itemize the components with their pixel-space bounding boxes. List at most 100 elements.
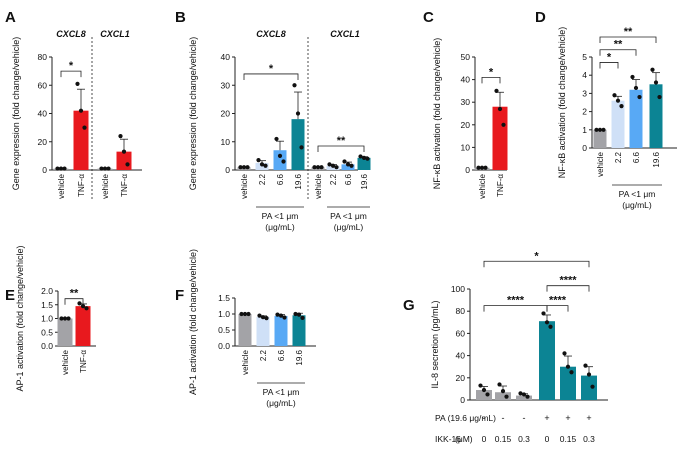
significance-label: ** <box>337 135 346 147</box>
data-point <box>242 311 248 317</box>
row-value-pa: - <box>502 413 505 423</box>
y-axis-label: AP-1 activation (fold change/vehicle) <box>188 249 198 395</box>
y-axis-label: Gene expression (fold change/vehicle) <box>11 37 21 191</box>
x-tick-label: 2.2 <box>614 151 623 163</box>
data-point <box>281 159 286 164</box>
x-group-unit: (μg/mL) <box>622 200 652 210</box>
y-tick-label: 60 <box>38 80 48 90</box>
panel-f: F 0.0 0.5 1.0 1.5 AP-1 activation (fold chang… <box>175 249 316 408</box>
y-tick-label: 20 <box>38 137 48 147</box>
significance-label: **** <box>559 275 577 287</box>
data-point <box>541 311 546 316</box>
data-point <box>594 127 599 132</box>
y-tick-label: 0.5 <box>218 325 230 335</box>
significance-label: **** <box>549 295 567 307</box>
bar <box>57 318 73 346</box>
row-value-pa: - <box>483 413 486 423</box>
x-tick-label: vehicle <box>596 151 605 176</box>
data-point <box>334 165 339 170</box>
data-point <box>597 127 603 132</box>
data-point <box>345 162 351 167</box>
group-label: CXCL1 <box>330 29 360 39</box>
x-group-unit: (μg/mL) <box>266 398 296 408</box>
data-point <box>55 166 60 171</box>
y-tick-label: 1.0 <box>41 314 53 324</box>
x-tick-label: 19.6 <box>295 349 304 365</box>
bar <box>75 306 91 346</box>
x-tick-label: TNF-α <box>77 174 86 197</box>
data-point <box>282 315 287 320</box>
data-point <box>241 165 247 170</box>
y-tick-label: 20 <box>461 120 471 130</box>
significance-label: * <box>534 250 539 262</box>
data-point <box>361 155 367 160</box>
x-tick-label: 2.2 <box>329 173 338 185</box>
panel-letter: B <box>175 9 186 26</box>
significance-bracket <box>481 76 501 84</box>
data-point <box>327 162 332 167</box>
data-point <box>102 166 108 171</box>
y-tick-label: 60 <box>456 328 466 338</box>
data-point <box>637 94 642 100</box>
significance-label: **** <box>507 295 525 307</box>
data-point <box>562 351 567 356</box>
x-tick-label: 6.6 <box>277 349 286 361</box>
data-point <box>257 313 262 318</box>
significance-bracket <box>60 70 82 78</box>
y-axis-label: NF-κB activation (fold change/vehicle) <box>432 38 442 190</box>
data-point <box>485 392 490 397</box>
significance-label: * <box>607 51 612 63</box>
data-point <box>99 166 104 171</box>
row-value-ikk: 0 <box>545 434 550 444</box>
x-tick-label: 19.6 <box>294 173 303 189</box>
panel-d: D 0 1 2 3 4 5 NF-κB activation (fold change/veh… <box>535 9 677 210</box>
data-point <box>358 154 363 159</box>
data-point <box>238 165 243 170</box>
bar <box>238 314 252 346</box>
data-point <box>239 311 244 317</box>
data-point <box>264 316 269 321</box>
significance-label: * <box>69 60 74 72</box>
bar <box>274 315 288 346</box>
panel-c: C 0 10 20 30 40 50 NF-κB activation (fold chang… <box>423 9 508 199</box>
group-label: CXCL8 <box>56 29 86 39</box>
data-point <box>630 74 635 80</box>
y-tick-label: 80 <box>456 306 466 316</box>
row-value-ikk: 0.15 <box>495 434 512 444</box>
y-tick-label: 0.0 <box>218 341 230 351</box>
data-point <box>246 311 251 317</box>
data-point <box>245 165 250 170</box>
data-point <box>259 162 265 167</box>
data-point <box>497 106 503 112</box>
data-point <box>548 324 553 329</box>
significance-label: ** <box>624 26 633 38</box>
panel-letter: F <box>175 287 184 304</box>
x-tick-label: 19.6 <box>360 173 369 189</box>
data-point <box>292 83 297 88</box>
data-point <box>263 163 268 168</box>
group-label: CXCL8 <box>256 29 286 39</box>
panel-e: E 0.0 0.5 1.0 1.5 2.0 AP-1 activation (fold ch… <box>5 245 96 392</box>
bar <box>292 315 306 346</box>
data-point <box>296 312 302 317</box>
significance-label: * <box>489 66 494 78</box>
row-value-pa: + <box>586 413 591 423</box>
y-tick-label: 4 <box>582 70 587 80</box>
y-tick-label: 10 <box>461 142 471 152</box>
data-point <box>106 166 111 171</box>
y-tick-label: 40 <box>38 109 48 119</box>
data-point <box>650 67 655 72</box>
x-tick-label: TNF-α <box>79 350 88 373</box>
data-point <box>479 165 485 170</box>
y-tick-label: 40 <box>456 351 466 361</box>
bar <box>341 164 355 170</box>
bar <box>581 375 597 400</box>
y-axis-label: NF-κB activation (fold change/vehicle) <box>557 27 567 179</box>
significance-label: ** <box>614 39 623 51</box>
bar <box>291 119 305 170</box>
data-point <box>657 94 662 100</box>
y-tick-label: 20 <box>221 109 231 119</box>
data-point <box>476 165 481 170</box>
data-point <box>349 163 354 168</box>
